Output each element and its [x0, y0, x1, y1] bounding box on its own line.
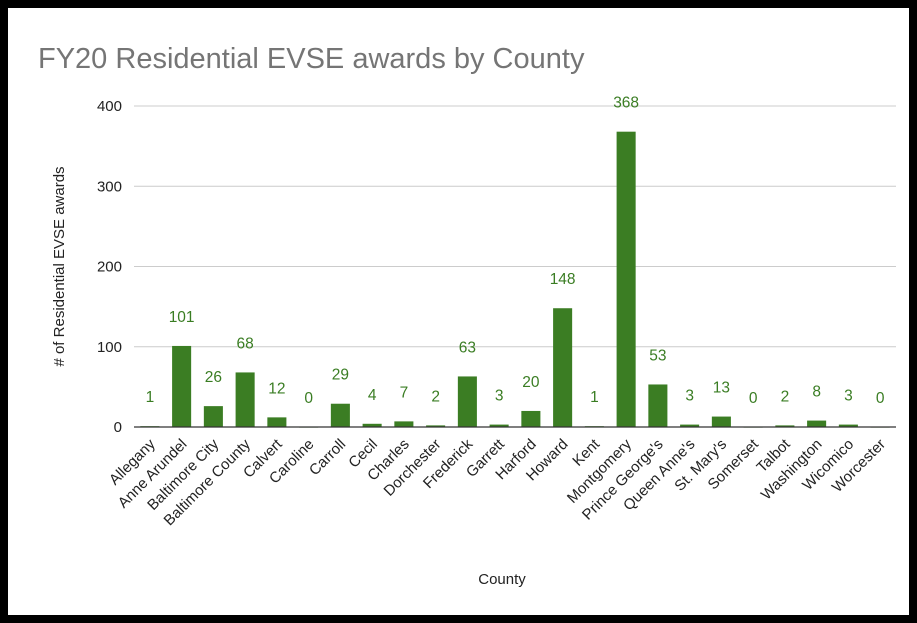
y-tick-label: 300 — [97, 178, 122, 195]
chart-frame: FY20 Residential EVSE awards by County 0… — [8, 8, 909, 615]
data-label: 3 — [495, 388, 504, 405]
data-label: 7 — [400, 384, 409, 401]
bar — [426, 425, 446, 427]
gridlines — [134, 105, 896, 348]
y-tick-label: 0 — [114, 419, 122, 436]
data-label: 0 — [876, 390, 885, 407]
bar — [203, 406, 223, 427]
data-label: 20 — [522, 374, 540, 391]
data-label: 68 — [237, 335, 254, 352]
category-label: Carroll — [306, 436, 349, 479]
data-label: 26 — [205, 369, 222, 386]
bar — [235, 372, 255, 427]
data-label: 3 — [685, 388, 694, 405]
bar — [553, 308, 573, 427]
bar — [330, 403, 350, 427]
y-tick-label: 400 — [97, 98, 122, 115]
bar — [775, 425, 795, 427]
bar — [172, 345, 192, 427]
bar — [394, 421, 414, 427]
bar-chart: FY20 Residential EVSE awards by County 0… — [38, 43, 896, 588]
data-label: 4 — [368, 387, 377, 404]
data-label: 2 — [781, 388, 790, 405]
bars — [140, 131, 890, 428]
bar — [457, 376, 477, 427]
data-label: 2 — [431, 388, 440, 405]
data-label: 13 — [713, 380, 730, 397]
bar — [807, 420, 827, 427]
data-label: 368 — [613, 95, 639, 112]
bar — [838, 424, 858, 427]
data-label: 1 — [590, 389, 599, 406]
bar — [489, 424, 509, 427]
data-label: 1 — [146, 389, 155, 406]
y-axis-ticks: 0 100 200 300 400 — [97, 98, 122, 436]
data-label: 0 — [749, 390, 758, 407]
data-label: 53 — [649, 347, 666, 364]
bar — [616, 131, 636, 427]
y-tick-label: 100 — [97, 339, 122, 356]
data-label: 63 — [459, 339, 476, 356]
data-label: 8 — [812, 384, 821, 401]
data-label: 12 — [268, 380, 285, 397]
data-label: 29 — [332, 367, 349, 384]
bar — [362, 423, 382, 427]
data-label: 101 — [169, 309, 195, 326]
data-label: 0 — [304, 390, 313, 407]
bar — [521, 410, 541, 427]
data-label: 3 — [844, 388, 853, 405]
bar — [267, 417, 287, 427]
data-labels: 1 101 26 68 12 0 29 4 7 2 63 3 20 148 1 368 53 3 13 0 2 8 3 0 — [146, 95, 885, 407]
y-tick-label: 200 — [97, 259, 122, 276]
x-axis-title: County — [478, 571, 526, 588]
chart-title: FY20 Residential EVSE awards by County — [38, 43, 585, 75]
bar — [711, 416, 731, 427]
bar — [680, 424, 700, 427]
bar — [648, 384, 668, 427]
y-axis-title: # of Residential EVSE awards — [51, 166, 68, 366]
data-label: 148 — [550, 271, 576, 288]
